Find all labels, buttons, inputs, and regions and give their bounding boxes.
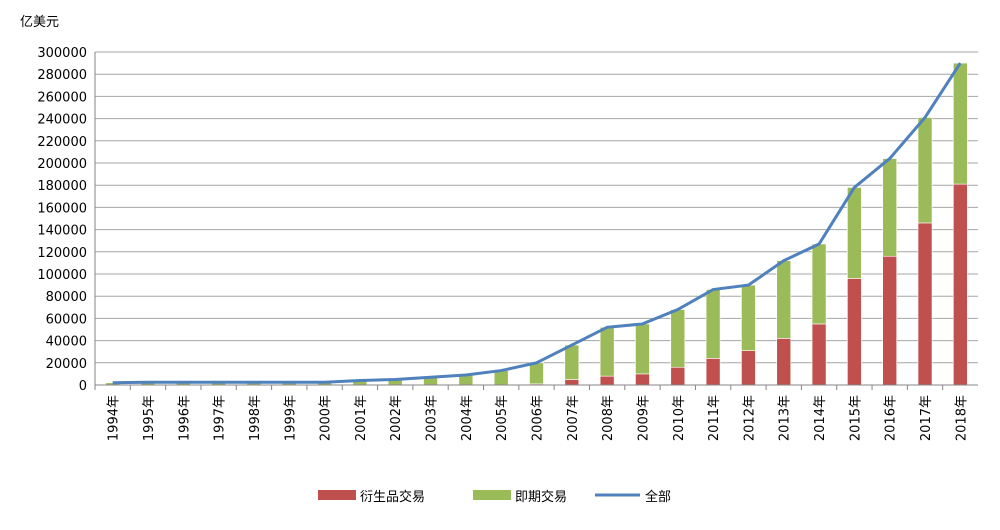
bar-segment [917,117,933,224]
legend-swatch [318,490,356,500]
bar-segment [670,309,686,368]
y-tick-label: 80000 [46,290,87,305]
y-tick-label: 300000 [37,46,87,61]
x-tick-label: 2017年 [919,395,934,441]
legend-label: 即期交易 [515,489,567,505]
bar-segment [776,260,792,339]
bar-segment [811,243,827,325]
x-tick-label: 1994年 [107,395,122,441]
x-tick-label: 1999年 [283,395,298,441]
bar-segment [635,323,650,375]
line-series [112,62,962,385]
legend-swatch [473,490,511,500]
x-tick-label: 1998年 [248,395,263,441]
x-tick-label: 1997年 [213,395,228,441]
bar-segment [564,344,580,380]
x-tick-label: 2007年 [566,395,581,441]
x-tick-label: 2016年 [884,395,899,441]
legend-label: 全部 [645,489,671,505]
bar-segment [635,373,650,386]
bar-segment [493,370,509,386]
bar-segment [705,289,721,359]
bar-segment [882,158,898,257]
x-tick-label: 2002年 [389,395,404,441]
y-tick-label: 120000 [37,246,87,261]
x-tick-label: 2001年 [354,395,369,441]
y-tick-label: 280000 [37,68,87,83]
y-tick-label: 60000 [46,312,87,327]
x-tick-label: 2010年 [672,395,687,441]
bar-segment [599,375,615,386]
x-tick-label: 2004年 [460,395,475,441]
x-tick-label: 2006年 [531,395,546,441]
bar-segment [599,326,615,377]
bar-segment [776,338,792,386]
bar-segment [953,183,968,386]
x-tick-label: 2012年 [742,395,757,441]
x-tick-label: 2008年 [601,395,616,441]
y-tick-label: 180000 [37,179,87,194]
y-tick-label: 200000 [37,157,87,172]
bar-segment [670,366,686,386]
bar-segment [917,222,933,386]
bar-segment [847,187,862,279]
y-tick-label: 40000 [46,335,87,350]
bar-segment [811,323,827,386]
y-tick-label: 20000 [46,357,87,372]
x-tick-label: 1996年 [177,395,192,441]
y-tick-label: 240000 [37,113,87,128]
y-tick-label: 140000 [37,224,87,239]
x-tick-label: 2013年 [778,395,793,441]
x-tick-label: 2000年 [319,395,334,441]
x-tick-label: 2018年 [954,395,969,441]
y-tick-label: 220000 [37,135,87,150]
x-tick-label: 1995年 [142,395,157,441]
bar-segment [847,278,862,386]
bar-segment [529,362,544,385]
bar-segment [741,350,756,386]
y-tick-label: 160000 [37,201,87,216]
y-tick-label: 0 [79,379,87,394]
bar-segment [882,255,898,386]
x-tick-label: 2003年 [425,395,440,441]
x-tick-label: 2011年 [707,395,722,441]
x-tick-label: 2009年 [636,395,651,441]
y-tick-label: 260000 [37,90,87,105]
bar-segment [564,379,580,386]
bar-segment [741,284,756,351]
x-tick-label: 2014年 [813,395,828,441]
y-tick-label: 100000 [37,268,87,283]
legend-label: 衍生品交易 [360,489,425,505]
bar-segment [705,358,721,386]
y-axis-label: 亿美元 [20,15,59,30]
x-tick-label: 2005年 [495,395,510,441]
bar-segment [953,62,968,185]
x-tick-label: 2015年 [848,395,863,441]
